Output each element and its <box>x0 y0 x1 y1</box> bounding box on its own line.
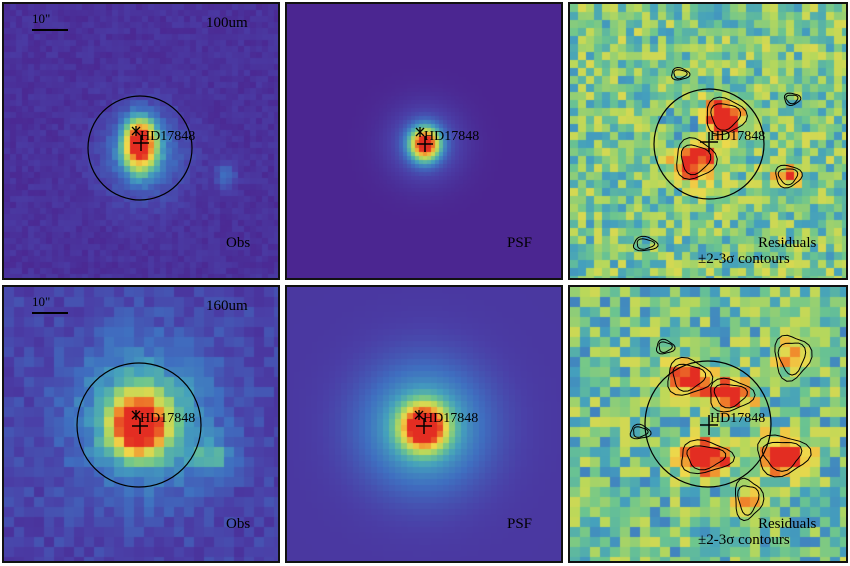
image-160um-residuals <box>570 287 846 561</box>
contour-line <box>757 434 812 478</box>
source-label: HD17848 <box>140 411 196 426</box>
image-160um-observed <box>4 287 278 561</box>
source-label: HD17848 <box>423 411 479 426</box>
contour-line <box>636 238 656 250</box>
contour-line <box>667 356 714 396</box>
centroid-cross-icon <box>417 136 433 152</box>
contour-line <box>777 168 799 186</box>
star-marker-icon <box>131 410 141 420</box>
band-label: 100um <box>206 15 248 31</box>
contour-line <box>672 363 707 392</box>
contour-line <box>673 69 688 80</box>
scalebar-line <box>32 312 68 314</box>
residuals-label: Residuals <box>758 516 817 532</box>
contour-line <box>774 334 813 382</box>
centroid-cross-icon <box>133 135 149 151</box>
star-marker-icon <box>131 126 141 136</box>
aperture-circle <box>644 360 772 488</box>
source-label: HD17848 <box>710 411 766 426</box>
image-100um-residuals <box>570 4 846 278</box>
contour-line <box>658 341 673 354</box>
panel-100um-observed: HD17848 10" 100um Obs <box>2 2 280 280</box>
band-label: 160um <box>206 298 248 314</box>
contour-line <box>676 137 718 180</box>
source-label: HD17848 <box>424 129 480 144</box>
scalebar-label: 10" <box>32 294 51 309</box>
centroid-cross-icon <box>132 418 148 434</box>
contours-label: ±2-3σ contours <box>698 532 790 548</box>
panel-corner-label: Obs <box>226 516 251 532</box>
contour-line <box>783 92 802 107</box>
contour-line <box>737 485 760 516</box>
panel-160um-residuals: HD17848 Residuals ±2-3σ contours <box>568 285 848 563</box>
scalebar-label: 10" <box>32 11 51 26</box>
residuals-label: Residuals <box>758 235 817 251</box>
image-100um-psf <box>287 4 561 278</box>
contour-line <box>785 94 799 105</box>
contour-line <box>681 439 736 475</box>
contour-line <box>706 96 748 136</box>
centroid-cross-icon <box>700 132 718 152</box>
contour-line <box>686 445 727 471</box>
centroid-cross-icon <box>700 415 718 435</box>
residual-contours <box>629 334 813 522</box>
contour-line <box>710 103 742 131</box>
panel-160um-psf: HD17848 PSF <box>285 285 563 563</box>
panel-100um-psf: HD17848 PSF <box>285 2 563 280</box>
source-label: HD17848 <box>140 129 196 144</box>
panel-160um-observed: HD17848 10" 160um Obs <box>2 285 280 563</box>
source-label: HD17848 <box>710 129 766 144</box>
contour-line <box>713 383 748 409</box>
contour-line <box>777 342 807 376</box>
contour-line <box>710 377 756 413</box>
panel-corner-label: PSF <box>507 516 533 532</box>
contour-line <box>632 235 659 252</box>
contours-label: ±2-3σ contours <box>698 251 790 267</box>
contour-line <box>735 477 765 522</box>
panel-corner-label: PSF <box>507 235 533 251</box>
aperture-circle <box>87 95 193 201</box>
panel-100um-residuals: HD17848 Residuals ±2-3σ contours <box>568 2 848 280</box>
panel-corner-label: Obs <box>226 235 251 251</box>
aperture-circle <box>76 362 202 488</box>
scalebar-line <box>32 29 68 31</box>
star-marker-icon <box>415 127 425 137</box>
contour-line <box>775 164 803 189</box>
star-marker-icon <box>414 410 424 420</box>
contour-line <box>671 66 691 81</box>
contour-line <box>680 144 712 176</box>
contour-line <box>633 426 649 438</box>
aperture-circle <box>653 88 765 200</box>
contour-line <box>655 338 676 355</box>
centroid-cross-icon <box>416 418 432 434</box>
residual-contours <box>632 66 803 252</box>
